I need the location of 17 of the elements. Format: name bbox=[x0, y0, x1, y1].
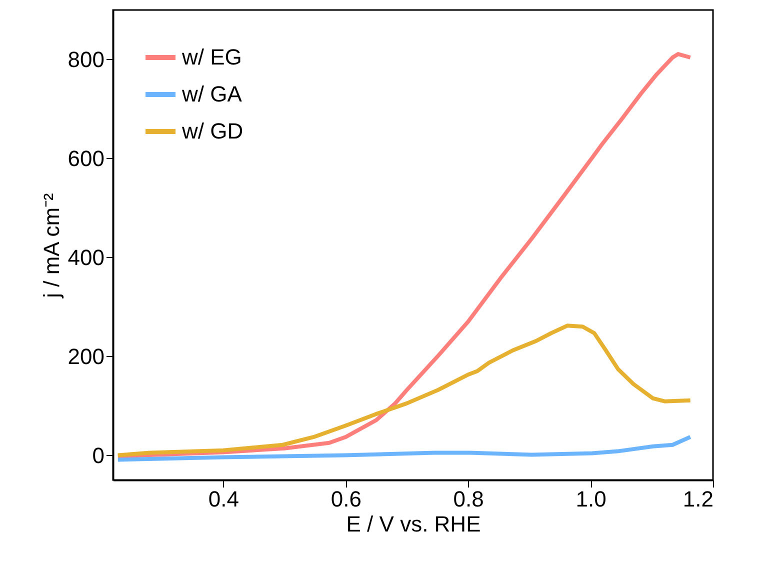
x-tick-label: 1.0 bbox=[576, 486, 606, 512]
y-tick-label: 400 bbox=[68, 244, 104, 270]
x-axis-title: E / V vs. RHE bbox=[346, 512, 481, 536]
line-series bbox=[116, 434, 692, 462]
legend-label: w/ EG bbox=[181, 44, 242, 70]
legend-label: w/ GA bbox=[181, 82, 242, 106]
legend-label: w/ GD bbox=[181, 118, 244, 144]
x-tick-label: 0.6 bbox=[330, 486, 362, 512]
y-axis-title: j / mA cm⁻² bbox=[38, 193, 64, 299]
line-series bbox=[116, 324, 692, 458]
y-tick-label: 800 bbox=[68, 46, 104, 72]
y-tick-label: 200 bbox=[68, 344, 104, 369]
x-tick-label: 0.8 bbox=[453, 486, 484, 512]
x-tick-label: 0.4 bbox=[208, 486, 239, 512]
y-tick-label: 600 bbox=[68, 146, 104, 171]
y-tick-label: 0 bbox=[92, 442, 104, 468]
x-tick-label: 1.2 bbox=[682, 486, 714, 512]
